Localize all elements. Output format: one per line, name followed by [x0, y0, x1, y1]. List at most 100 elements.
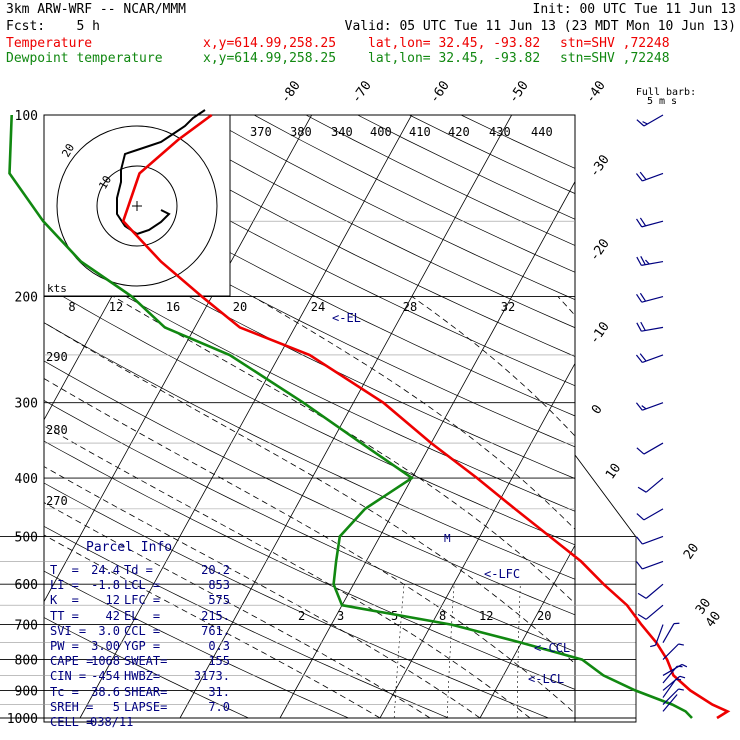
parcel-cell: 853 — [208, 578, 230, 593]
parcel-cell: 1068 — [91, 654, 120, 669]
mixing-ratio-label: 5 — [391, 609, 398, 623]
parcel-cell: EL = — [124, 608, 161, 623]
parcel-cell: 0.3 — [208, 639, 230, 653]
parcel-row: CELL = 038/11 — [50, 715, 240, 730]
wind-barb-staff — [662, 643, 679, 660]
temperature-station: stn=SHV ,72248 — [560, 36, 670, 51]
parcel-cell: 155 — [208, 654, 230, 669]
parcel-cell: SWEAT= — [124, 654, 168, 669]
pressure-label: 300 — [15, 397, 38, 412]
mixing-ratio-label: 2 — [298, 609, 305, 623]
wind-barb-staff — [662, 663, 683, 676]
wind-barb-flag — [636, 256, 642, 266]
dewpoint-legend: Dewpoint temperature — [6, 52, 163, 66]
mixing-ratio-line — [446, 584, 455, 719]
isotherm-line — [44, 115, 313, 603]
wind-barb-staff — [645, 477, 664, 493]
wind-barb-staff — [642, 535, 664, 545]
pressure-label: 1000 — [7, 712, 38, 727]
wind-barb-staff — [662, 688, 679, 705]
parcel-row: SREH = 5 LAPSE= 7.0 — [50, 700, 240, 715]
theta-left-label: 270 — [46, 494, 68, 508]
moist-adiabat-line — [252, 296, 575, 530]
dry-adiabat-line — [202, 115, 575, 301]
wind-barb-flag — [635, 173, 643, 182]
temperature-legend-label: Temperature — [6, 36, 93, 51]
parcel-cell: HWBZ= — [124, 669, 161, 684]
isotherm-right-label: 30 — [693, 596, 714, 617]
forecast-hour: Fcst: 5 h — [6, 19, 100, 34]
parcel-cell: YGP = — [124, 639, 161, 653]
isotherm-top-label: -80 — [278, 78, 304, 106]
isotherm-top-label: -40 — [583, 78, 609, 106]
pressure-label: 400 — [15, 472, 38, 487]
mixing-ratio-label: 3 — [337, 609, 344, 623]
speed-scale-label: 32 — [501, 300, 515, 314]
isotherm-top-label: -50 — [506, 78, 532, 106]
wind-barb-flag — [678, 688, 684, 691]
dewpoint-profile — [8, 114, 693, 719]
parcel-cell: 38.6 — [91, 684, 120, 699]
isotherm-line — [179, 115, 513, 719]
hodograph-ring-label: 20 — [59, 142, 77, 160]
pressure-label: 900 — [15, 684, 38, 699]
mixing-ratio-label: 12 — [479, 609, 493, 623]
parcel-cell: CIN = — [50, 669, 87, 684]
hodograph-ring-10 — [96, 165, 178, 247]
temperature-latlon: lat,lon= 32.45, -93.82 — [368, 36, 541, 51]
parcel-row: PW = 3.00 YGP = 0.3 — [50, 639, 240, 654]
mixing-ratio-line — [718, 584, 727, 718]
dewpoint-xy: x,y=614.99,258.25 — [203, 51, 337, 66]
el-marker: <-EL — [332, 311, 361, 325]
temperature-legend: Temperature — [6, 37, 92, 51]
isotherm-line — [279, 180, 575, 719]
wind-barb-flag — [639, 292, 647, 302]
wind-barb-staff — [654, 624, 664, 646]
wind-barb-flag — [637, 486, 647, 493]
isotherm-line — [379, 362, 575, 719]
parcel-cell: PW = — [50, 639, 79, 653]
theta-label: 430 — [489, 125, 511, 139]
dewpoint-latlon: lat,lon= 32.45, -93.82 — [368, 51, 541, 66]
parcel-row: CIN = -454 HWBZ= 3173. — [50, 669, 240, 684]
wind-barb-flag — [636, 218, 643, 228]
wind-barb-flag — [636, 322, 642, 332]
hodograph-trace — [116, 109, 206, 236]
parcel-row: SVI = 3.0 CCL = 761. — [50, 624, 240, 639]
parcel-cell: 575 — [208, 593, 230, 608]
pressure-label: 100 — [15, 109, 38, 124]
parcel-row: T = 24.4 Td = 20.2 — [50, 563, 240, 578]
ccl-marker: <-CCL — [534, 641, 570, 655]
mixing-ratio-label: 8 — [439, 609, 446, 623]
wind-barb-flag — [639, 171, 647, 180]
wind-barb-staff — [642, 354, 664, 364]
wind-barb-flag — [640, 256, 646, 265]
isotherm-line — [479, 544, 575, 719]
parcel-cell: LI = — [50, 578, 79, 593]
wind-barb-flag — [641, 405, 647, 410]
dewpoint-station: stn=SHV ,72248 — [560, 51, 670, 66]
parcel-cell: SHEAR= — [124, 684, 168, 699]
wind-barb-flag — [679, 675, 686, 679]
pressure-label: 500 — [15, 530, 38, 545]
parcel-cell: LCL = — [124, 578, 161, 593]
isotherm-right-label: 40 — [703, 609, 724, 630]
parcel-row: CAPE = 1068 SWEAT= 155 — [50, 654, 240, 669]
wind-barb-flag — [636, 293, 643, 303]
theta-label: 340 — [331, 125, 353, 139]
parcel-cell: 3.00 — [91, 639, 120, 653]
parcel-cell: T = — [50, 563, 79, 577]
speed-scale-label: 16 — [166, 300, 180, 314]
isotherm-right-label: 10 — [603, 461, 624, 482]
init-time: Init: 00 UTC Tue 11 Jun 13 — [532, 2, 737, 17]
parcel-cell: 20.2 — [201, 563, 230, 577]
wind-barb-flag — [635, 354, 643, 363]
isotherm-right-label: -20 — [587, 236, 613, 264]
dewpoint-legend-label: Dewpoint temperature — [6, 51, 163, 66]
parcel-cell: SREH = — [50, 699, 94, 714]
parcel-cell: K = — [50, 593, 79, 608]
wind-barb-staff — [645, 583, 664, 599]
parcel-cell: 3173. — [193, 669, 230, 684]
dry-adiabat-line — [305, 115, 575, 246]
